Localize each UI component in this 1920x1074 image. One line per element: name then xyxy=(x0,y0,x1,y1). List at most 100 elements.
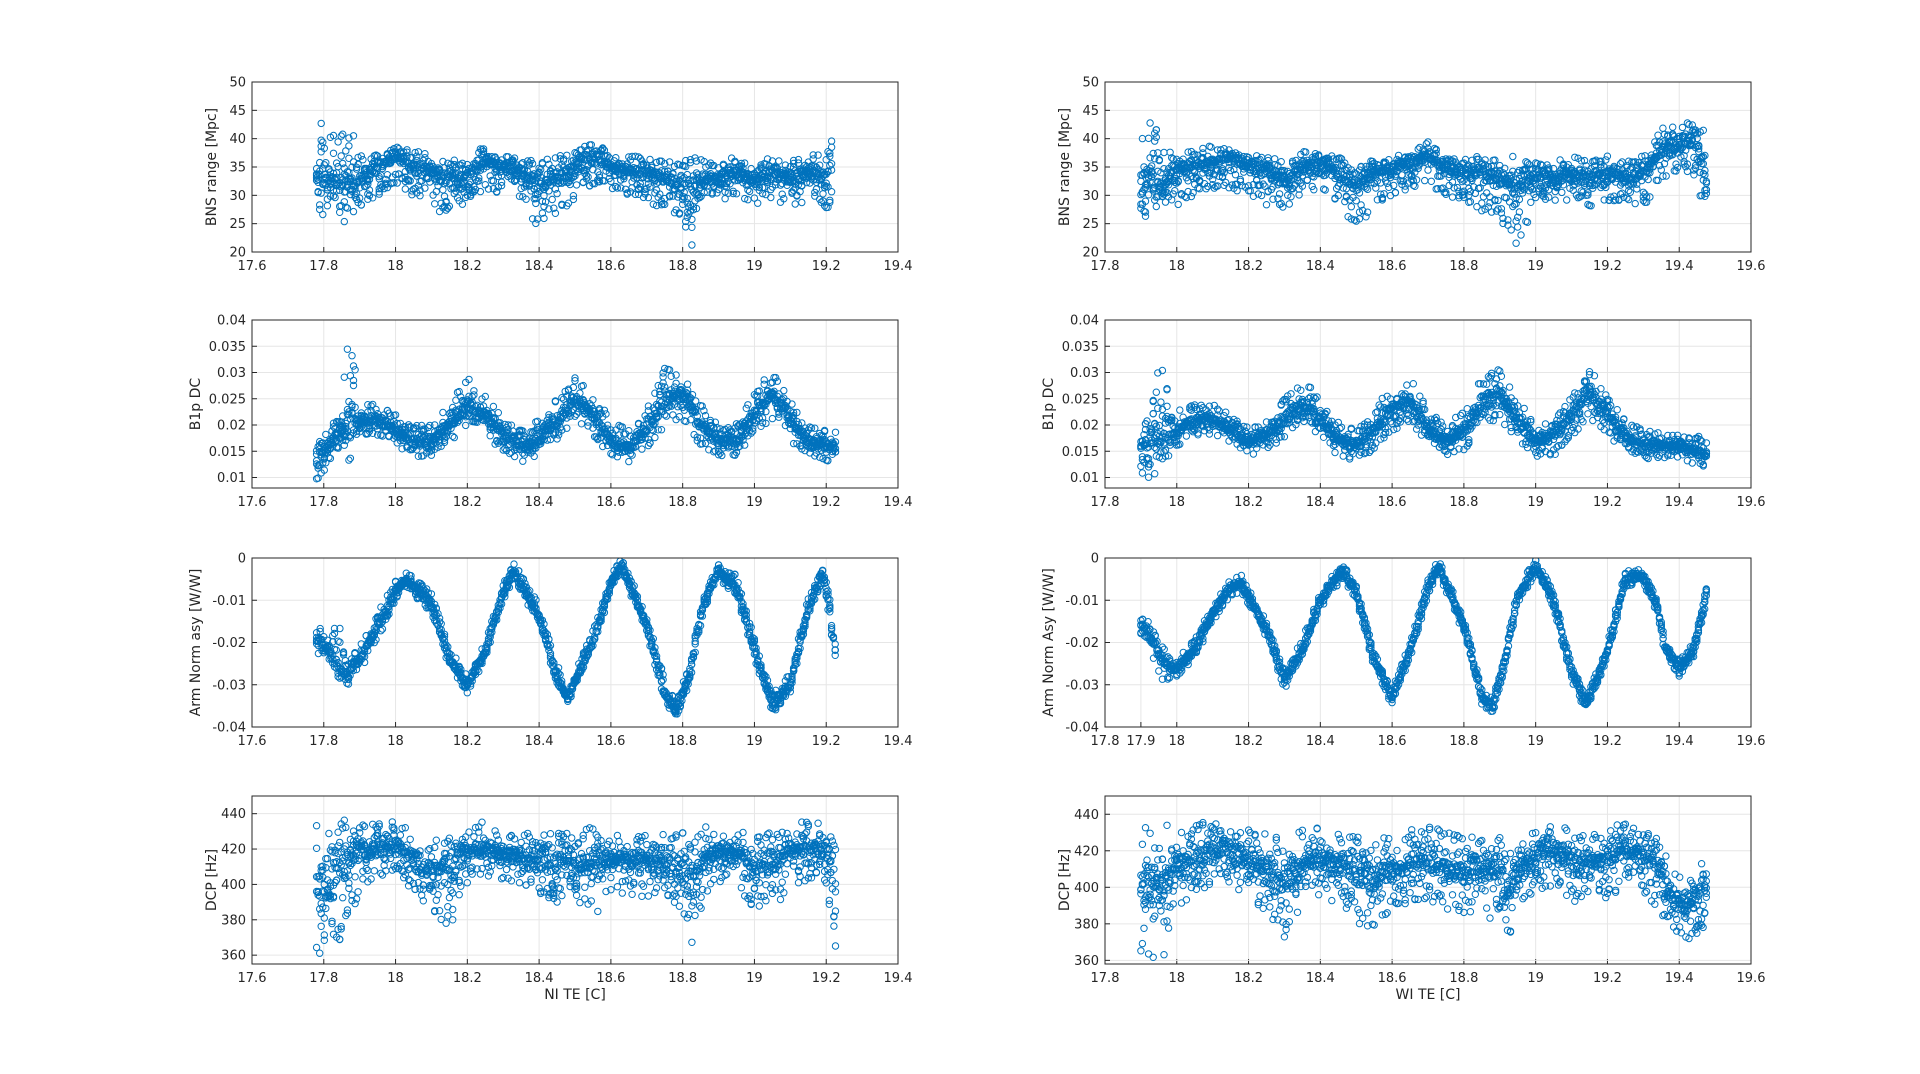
data-point xyxy=(553,189,561,198)
data-point xyxy=(569,383,578,392)
data-point xyxy=(1478,207,1486,215)
data-point xyxy=(569,173,578,181)
data-point xyxy=(789,159,798,168)
data-point xyxy=(1347,215,1356,223)
data-point xyxy=(543,436,551,444)
data-point xyxy=(319,459,327,467)
data-point xyxy=(362,164,370,173)
data-point xyxy=(510,452,519,461)
data-point xyxy=(1246,187,1254,195)
data-point xyxy=(1363,208,1372,216)
data-point xyxy=(1432,146,1440,154)
data-point xyxy=(1499,219,1507,228)
data-point xyxy=(1434,185,1442,193)
data-point xyxy=(713,423,721,432)
data-point xyxy=(814,151,822,159)
data-point xyxy=(714,164,723,172)
data-point xyxy=(1497,209,1506,217)
data-point xyxy=(1277,158,1285,166)
data-point xyxy=(1559,181,1568,189)
data-point xyxy=(1399,177,1408,185)
data-point xyxy=(625,457,633,466)
x-tick-label: 18.4 xyxy=(525,259,554,274)
data-point xyxy=(1151,155,1159,163)
data-point xyxy=(1236,177,1245,186)
data-point xyxy=(657,426,666,434)
data-point xyxy=(1540,187,1548,196)
data-point xyxy=(631,152,640,161)
data-point xyxy=(1584,191,1592,199)
data-point xyxy=(1628,175,1636,184)
data-point xyxy=(1633,180,1641,188)
data-point xyxy=(558,426,566,434)
data-point xyxy=(532,199,540,208)
data-point xyxy=(426,421,434,430)
data-point xyxy=(349,381,358,390)
data-point xyxy=(373,164,382,173)
data-point xyxy=(444,204,452,212)
data-point xyxy=(340,441,348,449)
panel-left-2: 17.6 17.8 18 18.2 18.4 18.6 18.8 19 19.2 19.40.01… xyxy=(188,314,912,511)
data-point xyxy=(427,451,436,459)
data-point xyxy=(1678,123,1687,132)
data-point xyxy=(675,210,684,218)
data-point xyxy=(618,423,626,431)
data-point xyxy=(403,152,411,161)
data-point xyxy=(698,402,706,410)
data-point xyxy=(346,454,355,462)
data-point xyxy=(1334,191,1343,200)
data-point xyxy=(721,195,729,203)
data-point xyxy=(416,192,424,200)
data-point xyxy=(517,160,525,168)
data-point xyxy=(510,154,519,162)
data-point xyxy=(1298,172,1307,180)
data-point xyxy=(320,161,328,169)
data-point xyxy=(522,195,530,203)
data-point xyxy=(380,184,388,193)
data-point xyxy=(320,144,328,153)
data-point xyxy=(1669,123,1677,131)
data-point xyxy=(1558,188,1566,197)
data-point xyxy=(1611,196,1620,204)
data-point xyxy=(827,166,836,174)
data-point xyxy=(1149,149,1157,158)
data-point xyxy=(1373,196,1382,204)
data-point xyxy=(1518,184,1527,192)
data-point xyxy=(654,426,662,434)
data-point xyxy=(1422,140,1431,148)
data-point xyxy=(826,198,834,207)
data-point xyxy=(685,175,693,184)
data-point xyxy=(571,374,579,382)
x-tick-label: 19.6 xyxy=(1737,259,1766,274)
data-point xyxy=(599,442,607,451)
data-point xyxy=(1184,187,1192,196)
data-point xyxy=(603,152,612,160)
data-point xyxy=(515,192,524,200)
data-point xyxy=(1275,190,1284,198)
data-point xyxy=(1587,202,1595,210)
data-point xyxy=(747,429,755,437)
data-point xyxy=(1654,176,1662,185)
data-point xyxy=(1427,177,1436,186)
data-point xyxy=(781,161,790,169)
y-tick-label: 40 xyxy=(1082,132,1099,147)
data-point xyxy=(698,440,706,448)
data-point xyxy=(582,171,591,179)
data-point xyxy=(1222,178,1230,187)
data-point xyxy=(416,186,424,194)
data-point xyxy=(357,152,365,160)
data-point xyxy=(471,185,480,194)
data-point xyxy=(1460,191,1468,199)
data-point xyxy=(563,424,571,432)
series-points xyxy=(1137,119,1711,247)
data-point xyxy=(1152,202,1161,211)
data-point xyxy=(316,201,324,209)
data-point xyxy=(1701,166,1709,175)
data-point xyxy=(545,413,553,422)
data-point xyxy=(602,410,610,418)
data-point xyxy=(391,170,400,179)
data-point xyxy=(1646,193,1654,201)
data-point xyxy=(365,186,374,194)
data-point xyxy=(340,198,348,206)
data-point xyxy=(543,155,551,164)
